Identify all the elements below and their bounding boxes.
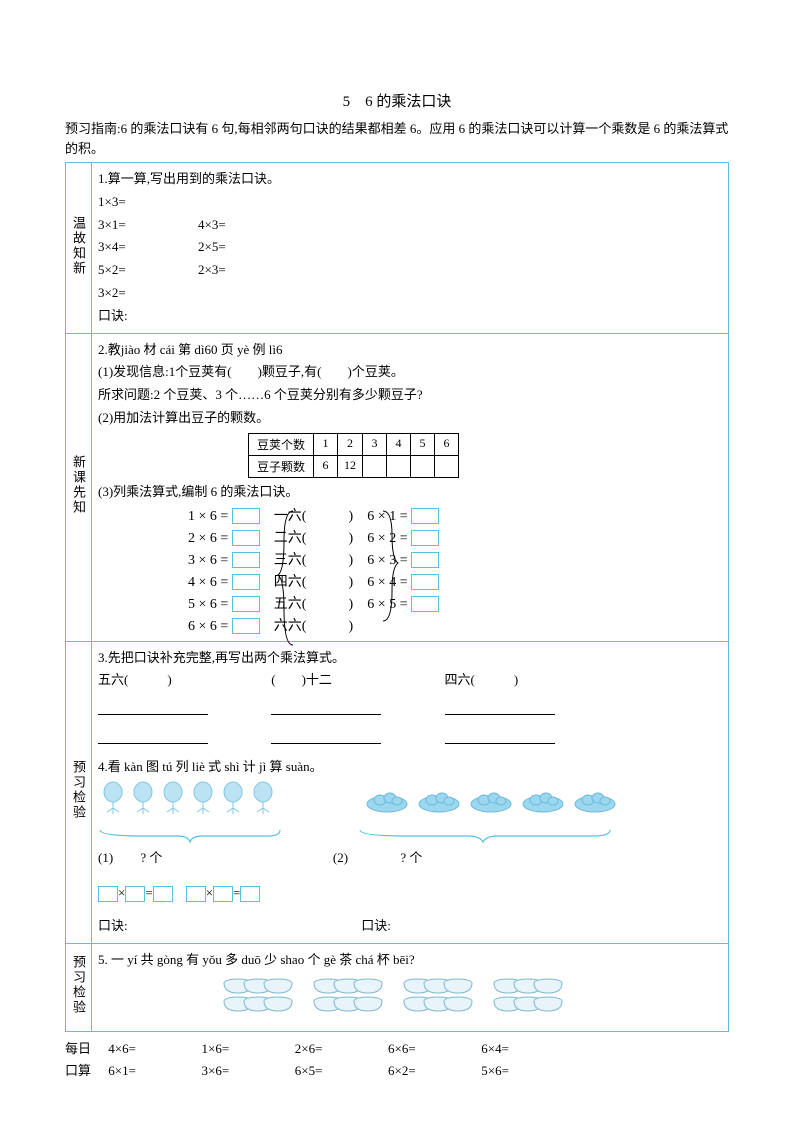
eq-sign: = (145, 885, 152, 900)
q4-clouds (365, 808, 625, 823)
q1-title: 1.算一算,写出用到的乘法口诀。 (98, 169, 722, 190)
mul-sign: × (206, 885, 213, 900)
mul-sign: × (118, 885, 125, 900)
q4-2-label: (2) (333, 850, 348, 865)
eq-2x3: 2×3= (198, 260, 298, 281)
daily-h1: 每日 (65, 1038, 105, 1057)
blank-box (125, 886, 145, 902)
main-table: 温故知新 1.算一算,写出用到的乘法口诀。 1×3= 3×1=4×3= 3×4=… (65, 162, 729, 1032)
section2-content: 2.教jiào 材 cái 第 dì60 页 yè 例 lì6 (1)发现信息:… (92, 333, 729, 641)
blank-line (98, 730, 208, 744)
blank-line (271, 730, 381, 744)
section1-label-cell: 温故知新 (66, 163, 92, 334)
page-title: 5 6 的乘法口诀 (65, 90, 729, 111)
pods-val-1: 6 (314, 455, 338, 477)
section3-content: 3.先把口诀补充完整,再写出两个乘法算式。 五六( ) ( )十二 四六( ) … (92, 641, 729, 943)
pods-hdr1: 豆荚个数 (249, 433, 314, 455)
daily-r2-3: 6×5= (295, 1063, 385, 1079)
pods-val-5 (411, 455, 435, 477)
blank-box (186, 886, 206, 902)
q3-title: 3.先把口诀补充完整,再写出两个乘法算式。 (98, 648, 722, 669)
daily-practice: 每日 4×6= 1×6= 2×6= 6×6= 6×4= 口算 6×1= 3×6=… (65, 1038, 729, 1079)
daily-r1-5: 6×4= (481, 1041, 571, 1057)
section4-label: 预习检验 (67, 949, 90, 1021)
blank-line (98, 701, 208, 715)
blank-box (98, 886, 118, 902)
section4-label-cell: 预习检验 (66, 943, 92, 1031)
pods-col-1: 1 (314, 433, 338, 455)
daily-r1-3: 2×6= (295, 1041, 385, 1057)
daily-r2-1: 6×1= (108, 1063, 198, 1079)
eq-sign: = (233, 885, 240, 900)
pods-val-3 (363, 455, 387, 477)
section4-content: 5. 一 yí 共 gòng 有 yǒu 多 duō 少 shao 个 gè 茶… (92, 943, 729, 1031)
q4-q-1: ? 个 (116, 848, 186, 869)
blank-box (240, 886, 260, 902)
pods-col-3: 3 (363, 433, 387, 455)
daily-r1-2: 1×6= (202, 1041, 292, 1057)
eq-1x3: 1×3= (98, 192, 198, 213)
q4-title: 4.看 kàn 图 tú 列 liè 式 shì 计 jì 算 suàn。 (98, 757, 722, 778)
q2-3: (3)列乘法算式,编制 6 的乘法口诀。 (98, 482, 722, 503)
q4-flowers (98, 808, 291, 823)
eq-2x5: 2×5= (198, 237, 298, 258)
eq-3x1: 3×1= (98, 215, 198, 236)
blank-line (445, 730, 555, 744)
eq-3x4: 3×4= (98, 237, 198, 258)
daily-r1-4: 6×6= (388, 1041, 478, 1057)
section1-label: 温故知新 (67, 210, 90, 282)
section1-content: 1.算一算,写出用到的乘法口诀。 1×3= 3×1=4×3= 3×4=2×5= … (92, 163, 729, 334)
eq-3x2: 3×2= (98, 283, 198, 304)
cloud-icon (365, 790, 625, 820)
brackets-icon (178, 505, 658, 651)
pods-col-4: 4 (387, 433, 411, 455)
q4-q-2: ? 个 (351, 848, 471, 869)
flower-icon (98, 780, 288, 820)
equations-block: 1 × 6 = 一六( ) 6 × 1 = 2 × 6 = 二六( ) 6 × … (98, 505, 722, 635)
q2-1a: (1)发现信息:1个豆荚有( )颗豆子,有( )个豆荚。 (98, 362, 722, 383)
eq-4x3: 4×3= (198, 215, 298, 236)
kj-1: 口诀: (98, 918, 128, 933)
q4-1-label: (1) (98, 850, 113, 865)
daily-r2-5: 5×6= (481, 1063, 571, 1079)
pods-col-6: 6 (435, 433, 459, 455)
q2-title: 2.教jiào 材 cái 第 dì60 页 yè 例 lì6 (98, 340, 722, 361)
pods-table: 豆荚个数 1 2 3 4 5 6 豆子颗数 6 12 (248, 433, 459, 478)
q3-item-2: ( )十二 (271, 670, 441, 691)
blank-line (271, 701, 381, 715)
q3-item-1: 五六( ) (98, 670, 268, 691)
blank-box (213, 886, 233, 902)
kj-2: 口诀: (361, 918, 391, 933)
blank-line (445, 701, 555, 715)
q3-item-3: 四六( ) (445, 670, 585, 691)
pods-col-5: 5 (411, 433, 435, 455)
cups-icon (218, 975, 722, 1023)
eq-5x2: 5×2= (98, 260, 198, 281)
section2-label-cell: 新课先知 (66, 333, 92, 641)
daily-r1-1: 4×6= (108, 1041, 198, 1057)
section3-label: 预习检验 (67, 754, 90, 826)
q2-1b: 所求问题:2 个豆荚、3 个……6 个豆荚分别有多少颗豆子? (98, 385, 722, 406)
section2-label: 新课先知 (67, 449, 90, 521)
blank-box (153, 886, 173, 902)
daily-h2: 口算 (65, 1060, 105, 1079)
intro-text: 预习指南:6 的乘法口诀有 6 句,每相邻两句口诀的结果都相差 6。应用 6 的… (65, 119, 729, 158)
brace-icon (98, 828, 658, 846)
pods-val-4 (387, 455, 411, 477)
pods-val-2: 12 (338, 455, 363, 477)
section3-label-cell: 预习检验 (66, 641, 92, 943)
pods-val-6 (435, 455, 459, 477)
q5-title: 5. 一 yí 共 gòng 有 yǒu 多 duō 少 shao 个 gè 茶… (98, 950, 722, 971)
pods-hdr2: 豆子颗数 (249, 455, 314, 477)
daily-r2-4: 6×2= (388, 1063, 478, 1079)
daily-r2-2: 3×6= (202, 1063, 292, 1079)
koujue-label: 口诀: (98, 306, 722, 327)
q2-2: (2)用加法计算出豆子的颗数。 (98, 408, 722, 429)
pods-col-2: 2 (338, 433, 363, 455)
